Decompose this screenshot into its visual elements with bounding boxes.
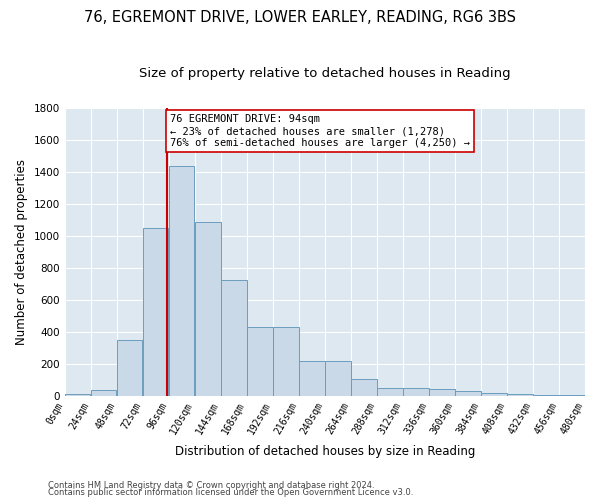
Bar (169, 166, 194, 396)
Bar (247, 327, 272, 396)
Bar (117, 340, 142, 396)
Bar (403, 388, 428, 396)
Y-axis label: Number of detached properties: Number of detached properties (15, 159, 28, 345)
Text: Contains public sector information licensed under the Open Government Licence v3: Contains public sector information licen… (48, 488, 413, 497)
Bar (91, 390, 116, 396)
Bar (299, 362, 325, 396)
Bar (377, 388, 403, 396)
Bar (351, 380, 377, 396)
Bar (273, 327, 299, 396)
Bar (507, 394, 533, 396)
X-axis label: Distribution of detached houses by size in Reading: Distribution of detached houses by size … (175, 444, 475, 458)
Title: Size of property relative to detached houses in Reading: Size of property relative to detached ho… (139, 68, 511, 80)
Bar (481, 392, 506, 396)
Bar (221, 280, 247, 396)
Bar (325, 362, 350, 396)
Bar (429, 390, 455, 396)
Bar (65, 394, 91, 396)
Bar (455, 392, 481, 396)
Bar (195, 222, 221, 396)
Text: 76, EGREMONT DRIVE, LOWER EARLEY, READING, RG6 3BS: 76, EGREMONT DRIVE, LOWER EARLEY, READIN… (84, 10, 516, 25)
Text: Contains HM Land Registry data © Crown copyright and database right 2024.: Contains HM Land Registry data © Crown c… (48, 480, 374, 490)
Bar (143, 228, 169, 396)
Text: 76 EGREMONT DRIVE: 94sqm
← 23% of detached houses are smaller (1,278)
76% of sem: 76 EGREMONT DRIVE: 94sqm ← 23% of detach… (170, 114, 470, 148)
